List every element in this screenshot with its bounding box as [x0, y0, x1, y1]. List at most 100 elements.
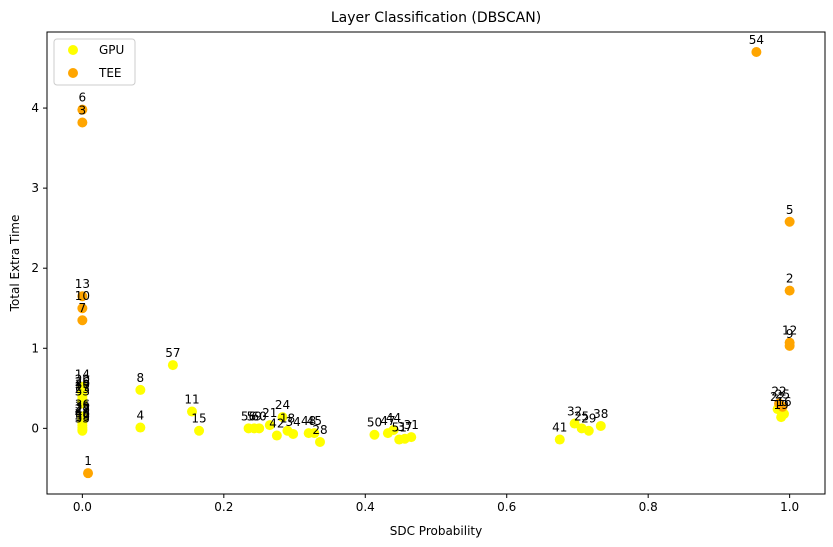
plot-area [47, 32, 825, 494]
data-point-gpu [583, 425, 594, 436]
data-point-label: 11 [184, 393, 199, 407]
data-point-label: 12 [782, 324, 797, 338]
data-point-gpu [569, 418, 580, 429]
data-point-label: 26 [75, 375, 90, 389]
x-tick-label: 1.0 [780, 500, 799, 514]
data-point-label: 57 [165, 346, 180, 360]
data-point-label: 1 [84, 454, 92, 468]
data-point-label: 3 [79, 103, 87, 117]
x-axis-label: SDC Probability [390, 524, 482, 538]
data-point-label: 4 [137, 409, 145, 423]
data-point-gpu [135, 422, 146, 433]
data-point-label: 25 [775, 388, 790, 402]
data-point-label: 30 [75, 377, 90, 391]
data-point-tee [784, 340, 795, 351]
legend: GPU TEE [53, 38, 136, 86]
data-point-label: 32 [567, 405, 582, 419]
data-point-tee [751, 47, 762, 58]
x-tick-label: 0.2 [214, 500, 233, 514]
data-point-label: 24 [275, 398, 290, 412]
data-point-gpu [277, 412, 288, 423]
data-point-gpu [77, 425, 88, 436]
x-tick-label: 0.0 [73, 500, 92, 514]
data-point-label: 38 [593, 407, 608, 421]
data-point-label: 21 [262, 406, 277, 420]
data-point-gpu [264, 420, 275, 431]
data-point-label: 34 [285, 415, 300, 429]
data-point-label: 8 [137, 371, 145, 385]
data-point-label: 49 [75, 404, 90, 418]
y-tick-label: 2 [31, 261, 39, 275]
y-tick-label: 3 [31, 181, 39, 195]
data-point-label: 7 [79, 301, 87, 315]
data-point-label: 23 [75, 382, 90, 396]
x-tick-label: 0.4 [356, 500, 375, 514]
data-point-gpu [406, 432, 417, 443]
y-tick-label: 4 [31, 101, 39, 115]
data-point-gpu [554, 434, 565, 445]
data-point-label: 53 [75, 385, 90, 399]
chart-title: Layer Classification (DBSCAN) [331, 10, 541, 26]
legend-label-gpu: GPU [99, 43, 124, 57]
data-point-label: 15 [191, 412, 206, 426]
data-point-label: 48 [301, 414, 316, 428]
data-point-label: 56 [241, 409, 256, 423]
data-point-label: 17 [75, 380, 90, 394]
plot-frame [46, 31, 826, 495]
data-point-label: 18 [280, 412, 295, 426]
data-point-label: 6 [79, 91, 87, 105]
legend-label-tee: TEE [98, 66, 122, 80]
y-tick-label: 1 [31, 341, 39, 355]
data-point-tee [77, 315, 88, 326]
data-point-tee [784, 285, 795, 296]
data-point-label: 10 [75, 289, 90, 303]
data-point-gpu [369, 429, 380, 440]
data-point-label: 54 [749, 33, 764, 47]
data-point-gpu [595, 420, 606, 431]
data-point-tee [77, 303, 88, 314]
data-point-label: 59 [247, 409, 262, 423]
data-point-label: 55 [75, 412, 90, 426]
data-point-label: 13 [75, 277, 90, 291]
data-point-label: 44 [386, 411, 401, 425]
data-point-tee [784, 216, 795, 227]
data-point-label: 31 [404, 418, 419, 432]
data-point-label: 41 [552, 421, 567, 435]
data-point-label: 19 [774, 398, 789, 412]
data-point-label: 22 [771, 385, 786, 399]
y-axis-label: Total Extra Time [8, 215, 22, 313]
data-point-label: 45 [307, 414, 322, 428]
data-point-gpu [77, 398, 88, 409]
data-point-gpu [186, 406, 197, 417]
data-point-label: 28 [312, 423, 327, 437]
data-point-gpu [309, 428, 320, 439]
x-tick-label: 0.6 [497, 500, 516, 514]
data-point-tee [83, 468, 94, 479]
data-point-tee [77, 117, 88, 128]
data-point-label: 14 [75, 368, 90, 382]
points-layer [77, 47, 795, 479]
data-point-label: 36 [75, 397, 90, 411]
data-point-label: 5 [786, 203, 794, 217]
data-point-label: 39 [75, 410, 90, 424]
data-point-label: 25 [574, 409, 589, 423]
data-point-gpu [271, 430, 282, 441]
data-point-label: 27 [75, 402, 90, 416]
data-point-label: 42 [269, 417, 284, 431]
data-point-gpu [135, 384, 146, 395]
data-point-label: 20 [75, 373, 90, 387]
data-point-label: 51 [392, 421, 407, 435]
data-point-label: 47 [380, 414, 395, 428]
data-point-label: 60 [252, 409, 267, 423]
legend-marker-tee [68, 68, 78, 78]
data-point-label: 22 [770, 390, 785, 404]
data-point-label: 37 [397, 420, 412, 434]
data-point-tee [77, 291, 88, 302]
data-point-gpu [167, 360, 178, 371]
data-point-gpu [194, 425, 205, 436]
data-point-label: 16 [776, 395, 791, 409]
data-point-tee [777, 401, 788, 412]
